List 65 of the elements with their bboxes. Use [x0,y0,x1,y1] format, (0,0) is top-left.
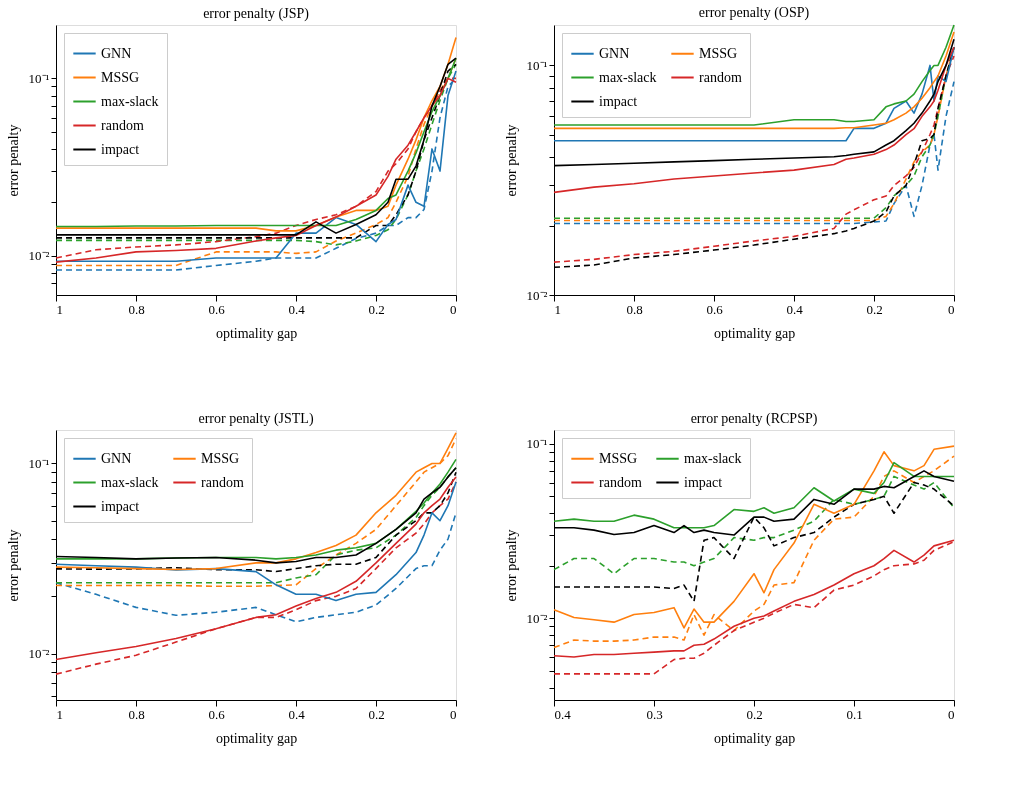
x-tick-label: 0.3 [646,706,663,722]
y-tick-label: 10⁻¹ [28,70,50,86]
x-tick-label: 0.8 [128,706,145,722]
x-tick-label: 1 [56,706,63,722]
x-tick-label: 0 [948,706,955,722]
x-tick-label: 0.8 [626,301,643,317]
legend-label: random [201,474,244,490]
legend-label: random [101,117,144,133]
y-tick-label: 10⁻¹ [526,57,548,73]
x-tick-label: 0.2 [746,706,763,722]
x-tick-label: 0.4 [554,706,572,722]
legend-label: max-slack [599,69,657,85]
legend-label: impact [101,141,140,157]
legend-label: impact [684,474,723,490]
x-tick-label: 0.2 [368,301,385,317]
x-tick-label: 0 [450,301,457,317]
line-series [553,80,955,225]
y-tick-label: 10⁻² [28,646,50,662]
legend-label: GNN [101,450,132,466]
x-tick-label: 0.6 [706,301,724,317]
x-tick-label: 0.6 [208,706,226,722]
x-tick-label: 0.4 [288,706,306,722]
legend-label: impact [599,93,638,109]
legend-label: impact [101,498,140,514]
x-tick-label: 1 [554,301,561,317]
legend-label: GNN [101,45,132,61]
legend-label: random [699,69,742,85]
x-axis-title: optimality gap [215,325,298,341]
legend-label: max-slack [684,450,742,466]
y-axis-title: error penalty [5,124,21,197]
x-tick-label: 0.1 [846,706,863,722]
chart-title: error penalty (JSTL) [198,411,314,427]
legend-label: max-slack [101,474,159,490]
x-tick-label: 0.6 [208,301,226,317]
line-series [553,46,955,142]
x-tick-label: 0 [450,706,457,722]
x-tick-label: 0.2 [866,301,883,317]
y-axis-title: error penalty [5,529,21,602]
x-tick-label: 0 [948,301,955,317]
y-tick-label: 10⁻¹ [28,455,50,471]
y-tick-label: 10⁻² [526,287,548,303]
chart-title: error penalty (JSP) [203,6,310,22]
chart-title: error penalty (OSP) [698,5,810,22]
y-axis-title: error penalty [503,124,519,197]
x-tick-label: 0.2 [368,706,385,722]
y-tick-label: 10⁻² [28,248,50,264]
y-tick-label: 10⁻² [526,610,548,626]
legend-label: MSSG [699,45,738,61]
x-tick-label: 1 [56,301,63,317]
x-axis-title: optimality gap [713,730,796,746]
legend-label: MSSG [101,69,140,85]
y-axis-title: error penalty [503,529,519,602]
legend-label: max-slack [101,93,159,109]
chart-title: error penalty (RCPSP) [690,411,818,427]
x-tick-label: 0.4 [786,301,804,317]
legend-label: MSSG [201,450,240,466]
x-axis-title: optimality gap [215,730,298,746]
legend-label: MSSG [599,450,638,466]
x-tick-label: 0.4 [288,301,306,317]
x-axis-title: optimality gap [713,325,796,341]
legend-label: GNN [599,45,630,61]
x-tick-label: 0.8 [128,301,145,317]
line-series [55,512,457,623]
y-tick-label: 10⁻¹ [526,436,548,452]
legend-label: random [599,474,642,490]
